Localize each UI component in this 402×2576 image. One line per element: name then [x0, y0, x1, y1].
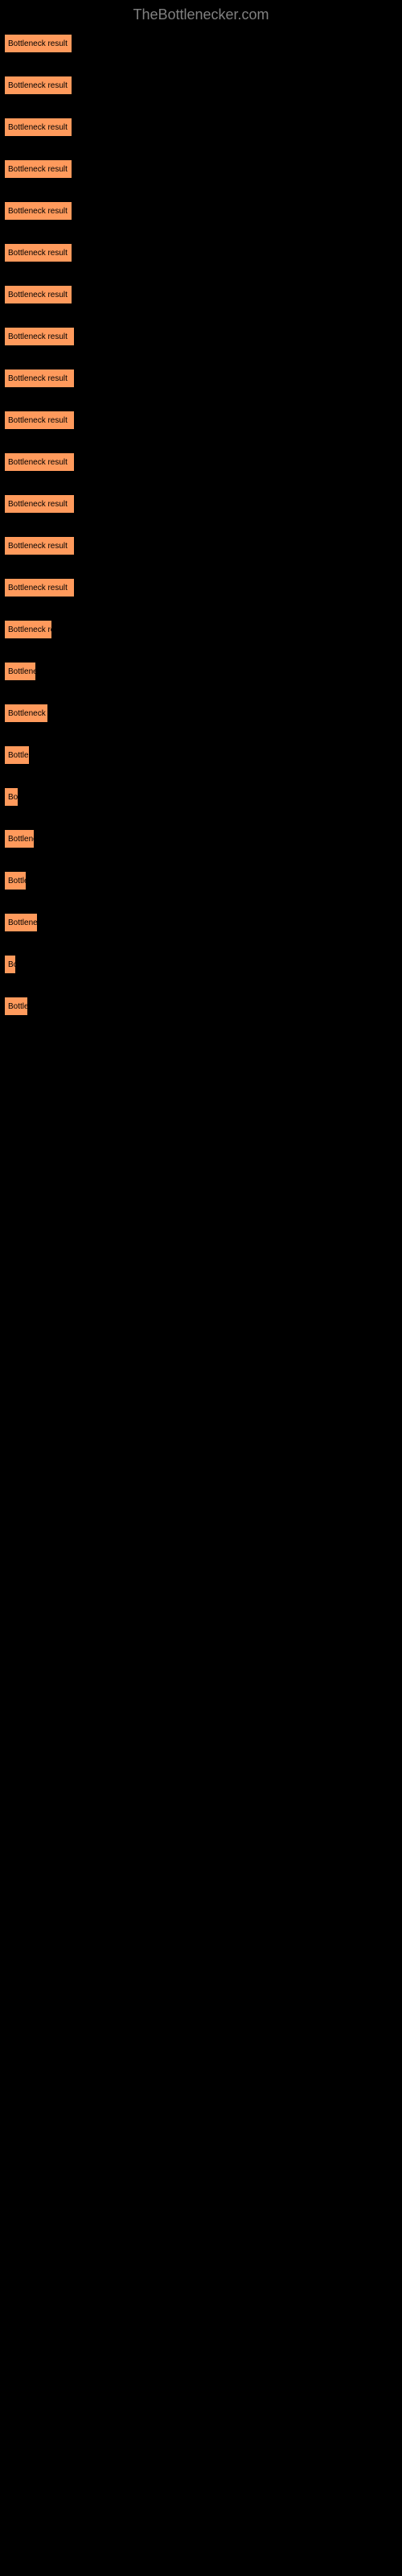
bar: Bottleneck result	[4, 411, 75, 430]
bar: Bo	[4, 955, 16, 974]
bar-row: Bo	[4, 955, 398, 974]
bar-row: Bottlene	[4, 829, 398, 848]
bar-row: Bottleneck result	[4, 452, 398, 472]
bar-row: Bottlenec	[4, 913, 398, 932]
bar-row: Bottleneck result	[4, 494, 398, 514]
bar: Bottleneck result	[4, 327, 75, 346]
bar-row: Bottleneck result	[4, 411, 398, 430]
bar-row: Bottleneck result	[4, 76, 398, 95]
bar: Bottleneck result	[4, 76, 72, 95]
bar-row: Bottleneck result	[4, 159, 398, 179]
bar-row: Bottleneck result	[4, 536, 398, 555]
bar: Bottleneck result	[4, 159, 72, 179]
bar-row: Bottleneck result	[4, 34, 398, 53]
bar-row: Bottlen	[4, 745, 398, 765]
bar: Bottleneck result	[4, 285, 72, 304]
bar-row: Bottleneck result	[4, 578, 398, 597]
bar: Bottle	[4, 871, 27, 890]
bar-row: Bottleneck result	[4, 118, 398, 137]
bar-row: Bottleneck r	[4, 704, 398, 723]
bar-row: Bottleneck result	[4, 327, 398, 346]
bar: Bottleneck result	[4, 369, 75, 388]
bar: Bottlene	[4, 829, 35, 848]
bar-row: Bottleneck result	[4, 285, 398, 304]
watermark-text: TheBottlenecker.com	[0, 0, 402, 30]
chart-container: Bottleneck result Bottleneck result Bottle…	[0, 30, 402, 1055]
bar: Bottler	[4, 997, 28, 1016]
bar: Bot	[4, 787, 18, 807]
bar-row: Bottler	[4, 997, 398, 1016]
bar: Bottleneck result	[4, 118, 72, 137]
bar: Bottleneck re	[4, 620, 52, 639]
bar-row: Bottleneck result	[4, 201, 398, 221]
bar-row: Bottle	[4, 871, 398, 890]
bar: Bottlenec	[4, 913, 38, 932]
bar-row: Bottleneck re	[4, 620, 398, 639]
bar: Bottleneck result	[4, 201, 72, 221]
bar: Bottleneck result	[4, 536, 75, 555]
bar: Bottleneck result	[4, 494, 75, 514]
bar-row: Bottleneck result	[4, 369, 398, 388]
bar: Bottlenec	[4, 662, 36, 681]
bar: Bottleneck result	[4, 243, 72, 262]
bar: Bottleneck result	[4, 34, 72, 53]
bar-row: Bottleneck result	[4, 243, 398, 262]
bar: Bottleneck result	[4, 578, 75, 597]
bar: Bottleneck result	[4, 452, 75, 472]
bar-row: Bot	[4, 787, 398, 807]
bar: Bottleneck r	[4, 704, 48, 723]
bar: Bottlen	[4, 745, 30, 765]
bar-row: Bottlenec	[4, 662, 398, 681]
